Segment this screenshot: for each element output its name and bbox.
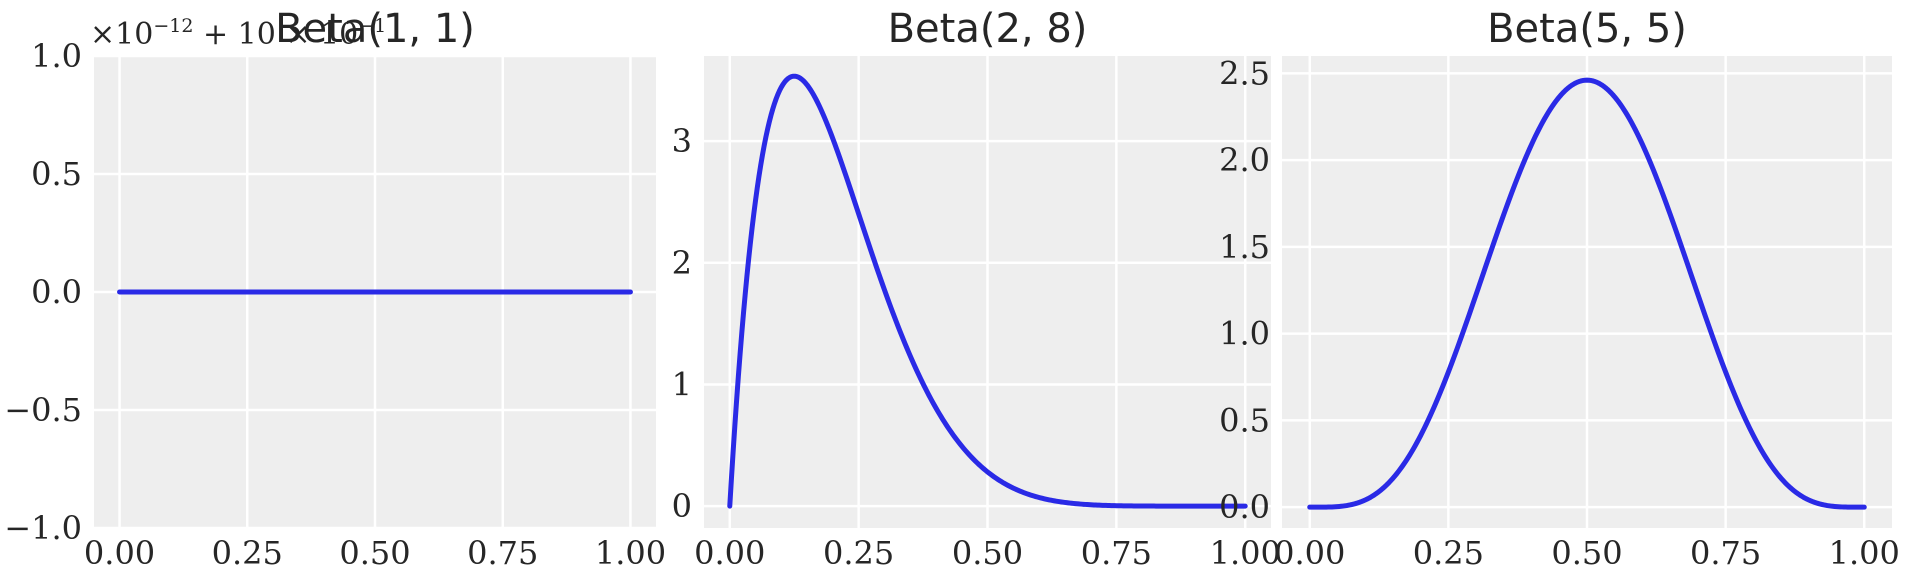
offset-sup-2: −1 — [358, 15, 386, 37]
x-gridlines — [1308, 56, 1866, 528]
y-tick-label: 0.5 — [31, 155, 82, 193]
y-tick-label: −0.5 — [4, 391, 82, 429]
y-tick-label: −1.0 — [4, 509, 82, 547]
y-tick-label: 0.5 — [1219, 401, 1270, 439]
x-tick-label: 0.75 — [1690, 534, 1761, 572]
y-gridlines — [704, 139, 1271, 508]
y-tick-label: 2.5 — [1219, 54, 1270, 92]
x-tick-label: 1.00 — [1210, 534, 1281, 572]
y-tick-label: 3 — [672, 122, 692, 160]
panel-beta-5-5: 0.00 0.25 0.50 0.75 1.00 0.00.51.01.52.02.5 … — [1219, 6, 1900, 572]
x-tick-labels: 0.00 0.25 0.50 0.75 1.00 — [1274, 534, 1900, 572]
y-gridlines — [1282, 72, 1892, 509]
density-curve — [1307, 77, 1867, 510]
x-tick-label: 1.00 — [1829, 534, 1900, 572]
x-tick-label: 0.25 — [1413, 534, 1484, 572]
y-tick-label: 0.0 — [31, 273, 82, 311]
x-tick-label: 0.00 — [694, 534, 765, 572]
y-tick-label: 1.5 — [1219, 228, 1270, 266]
x-tick-label: 0.75 — [1081, 534, 1152, 572]
offset-sup-1: −12 — [153, 15, 193, 37]
panel-beta-2-8: 0.00 0.25 0.50 0.75 1.00 0 1 2 3 Beta(2, 8) — [672, 6, 1281, 572]
x-tick-labels: 0.00 0.25 0.50 0.75 1.00 — [84, 534, 666, 572]
x-tick-label: 0.50 — [952, 534, 1023, 572]
x-tick-label: 0.75 — [467, 534, 538, 572]
y-tick-labels: 0 1 2 3 — [672, 122, 692, 525]
x-tick-label: 0.50 — [339, 534, 410, 572]
density-curve — [727, 73, 1248, 509]
y-tick-label: 1.0 — [1219, 315, 1270, 353]
y-tick-label: 2 — [672, 244, 692, 282]
x-tick-label: 0.25 — [212, 534, 283, 572]
y-tick-label: 1 — [672, 365, 692, 403]
panel-title: Beta(5, 5) — [1487, 6, 1687, 52]
y-tick-labels: −1.0 −0.5 0.0 0.5 1.0 — [4, 37, 82, 547]
x-tick-label: 1.00 — [595, 534, 666, 572]
x-tick-labels: 0.00 0.25 0.50 0.75 1.00 — [694, 534, 1281, 572]
x-tick-label: 0.25 — [823, 534, 894, 572]
y-tick-labels: 0.0 0.5 1.0 1.5 2.0 2.5 — [1219, 54, 1270, 526]
y-offset-text: ×10−12 + 10 × 10−1 — [90, 15, 386, 52]
panel-title: Beta(1, 1) — [275, 6, 475, 52]
y-tick-label: 2.0 — [1219, 141, 1270, 179]
panel-beta-1-1: 0.00 0.25 0.50 0.75 1.00 −1.0 −0.5 0.0 0.5 1.0 B… — [4, 6, 666, 572]
y-tick-label: 0 — [672, 487, 692, 525]
y-tick-label: 1.0 — [31, 37, 82, 75]
x-tick-label: 0.50 — [1551, 534, 1622, 572]
offset-middle: + 10 × 10 — [193, 17, 358, 52]
offset-prefix: ×10 — [90, 17, 153, 52]
x-tick-label: 0.00 — [84, 534, 155, 572]
x-gridlines — [728, 56, 1247, 528]
y-tick-label: 0.0 — [1219, 488, 1270, 526]
x-tick-label: 0.00 — [1274, 534, 1345, 572]
panel-title: Beta(2, 8) — [888, 6, 1088, 52]
